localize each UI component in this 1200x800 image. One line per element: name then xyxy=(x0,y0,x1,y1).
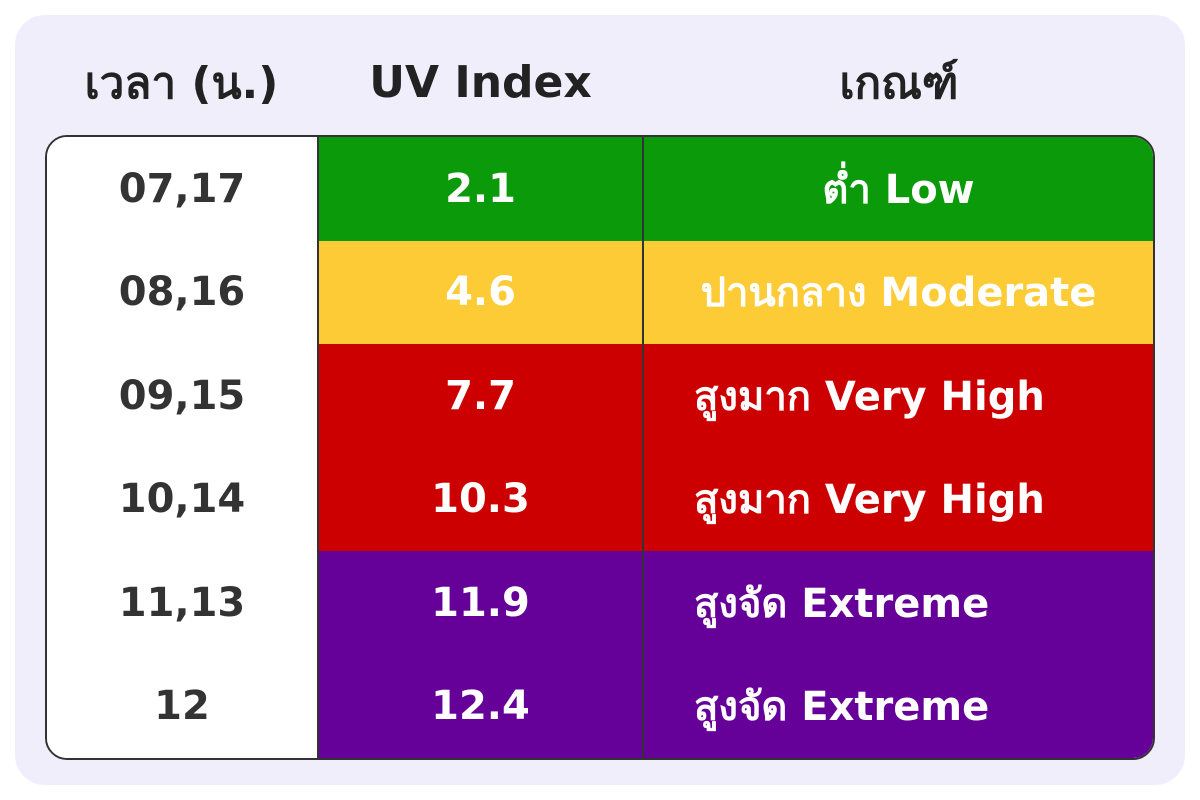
table-row: 11,13 11.9 สูงจัด Extreme xyxy=(47,551,1153,655)
uv-cell: 4.6 xyxy=(319,240,644,344)
level-cell: ปานกลาง Moderate xyxy=(644,240,1153,344)
card: เวลา (น.) UV Index เกณฑ์ 07,17 2.1 ต่ำ Low… xyxy=(15,15,1185,785)
table-row: 07,17 2.1 ต่ำ Low xyxy=(47,137,1153,241)
table: 07,17 2.1 ต่ำ Low 08,16 4.6 ปานกลาง Moderate 0… xyxy=(45,135,1155,760)
level-cell: สูงมาก Very High xyxy=(644,447,1153,551)
time-cell: 08,16 xyxy=(47,240,319,344)
uv-cell: 11.9 xyxy=(319,551,644,655)
header: เวลา (น.) UV Index เกณฑ์ xyxy=(45,45,1155,120)
table-row: 08,16 4.6 ปานกลาง Moderate xyxy=(47,240,1153,344)
time-cell: 12 xyxy=(47,654,319,758)
uv-cell: 10.3 xyxy=(319,447,644,551)
level-cell: ต่ำ Low xyxy=(644,137,1153,241)
time-cell: 07,17 xyxy=(47,137,319,241)
table-row: 10,14 10.3 สูงมาก Very High xyxy=(47,447,1153,551)
uv-cell: 7.7 xyxy=(319,344,644,448)
header-level: เกณฑ์ xyxy=(839,57,959,109)
uv-cell: 2.1 xyxy=(319,137,644,241)
header-uv: UV Index xyxy=(369,57,592,108)
time-cell: 09,15 xyxy=(47,344,319,448)
time-cell: 10,14 xyxy=(47,447,319,551)
time-cell: 11,13 xyxy=(47,551,319,655)
level-cell: สูงมาก Very High xyxy=(644,344,1153,448)
table-row: 12 12.4 สูงจัด Extreme xyxy=(47,654,1153,758)
level-cell: สูงจัด Extreme xyxy=(644,551,1153,655)
header-time: เวลา (น.) xyxy=(84,57,279,109)
uv-cell: 12.4 xyxy=(319,654,644,758)
level-cell: สูงจัด Extreme xyxy=(644,654,1153,758)
table-row: 09,15 7.7 สูงมาก Very High xyxy=(47,344,1153,448)
